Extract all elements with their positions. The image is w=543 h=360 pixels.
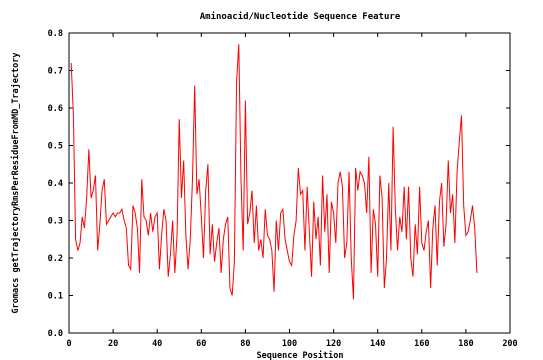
y-tick-label: 0.2	[48, 254, 63, 264]
y-tick-label: 0.7	[48, 67, 63, 77]
y-tick-label: 0.0	[48, 329, 63, 339]
y-tick-labels: 0.0 0.1 0.2 0.3 0.4 0.5 0.6 0.7 0.8	[48, 29, 63, 339]
x-tick-label: 160	[414, 339, 429, 349]
plot-frame	[68, 32, 511, 334]
y-tick-label: 0.8	[48, 29, 63, 39]
x-tick-label: 40	[152, 339, 162, 349]
x-axis-label: Sequence Position	[257, 350, 344, 360]
x-tick-label: 0	[66, 339, 71, 349]
axis-ticks	[68, 32, 511, 334]
x-tick-label: 20	[108, 339, 118, 349]
y-tick-label: 0.6	[48, 104, 63, 114]
x-tick-label: 80	[240, 339, 250, 349]
x-tick-label: 180	[458, 339, 473, 349]
y-tick-label: 0.1	[48, 292, 63, 302]
x-tick-labels: 0 20 40 60 80 100 120 140 160 180 200	[66, 339, 517, 349]
x-tick-label: 140	[370, 339, 385, 349]
y-axis-label: Gromacs getTrajectoryRmsPerResidueFromMD…	[10, 53, 21, 314]
x-tick-label: 100	[282, 339, 297, 349]
y-tick-label: 0.4	[48, 179, 63, 189]
x-tick-label: 200	[502, 339, 517, 349]
y-tick-label: 0.5	[48, 142, 63, 152]
chart-title: Aminoacid/Nucleotide Sequence Feature	[200, 11, 401, 22]
series-line	[70, 44, 478, 300]
x-tick-label: 60	[196, 339, 206, 349]
x-tick-label: 120	[326, 339, 341, 349]
y-tick-label: 0.3	[48, 217, 63, 227]
